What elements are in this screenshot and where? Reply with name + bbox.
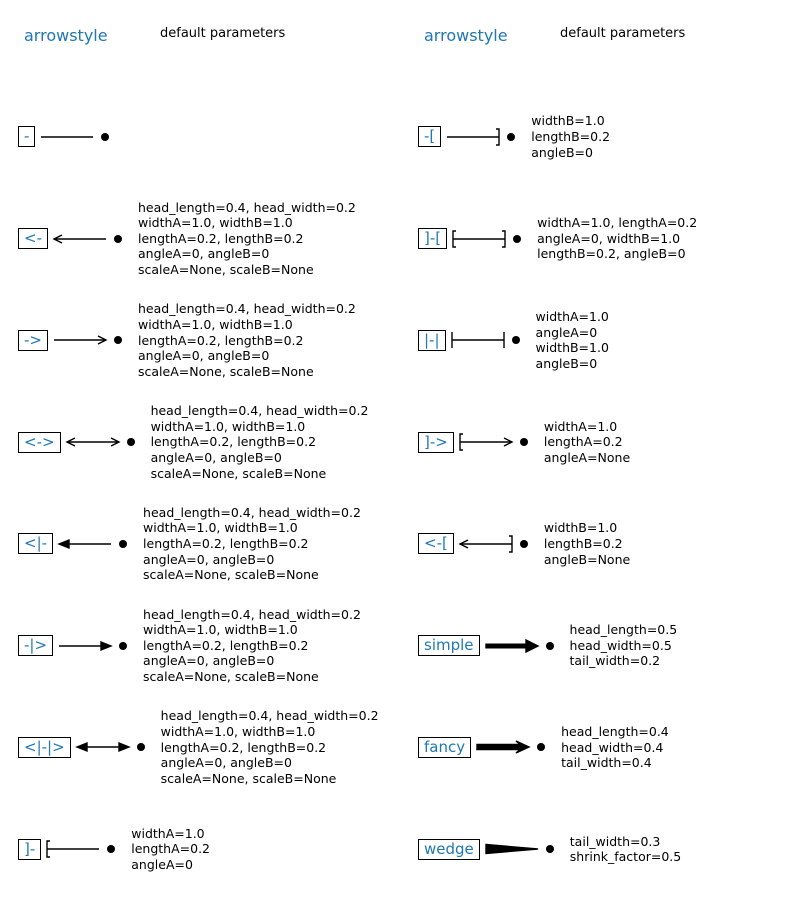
arrowstyle-params: head_length=0.4 head_width=0.4 tail_widt…	[551, 724, 669, 771]
target-dot-icon	[546, 642, 554, 650]
target-dot-icon	[537, 743, 545, 751]
arrowstyle-row: <|-|> head_length=0.4, head_width=0.2 wid…	[0, 697, 400, 799]
target-dot-icon	[114, 336, 122, 344]
arrowstyle-params: head_length=0.4, head_width=0.2 widthA=1…	[141, 403, 369, 481]
arrowstyle-label: |-|	[418, 330, 446, 351]
header-arrowstyle: arrowstyle	[400, 26, 560, 45]
target-dot-icon	[520, 438, 528, 446]
arrow-sample-icon	[447, 224, 527, 254]
arrowstyle-row: <|- head_length=0.4, head_width=0.2 width…	[0, 493, 400, 595]
arrowstyle-row: <-> head_length=0.4, head_width=0.2 width…	[0, 391, 400, 493]
arrow-sample-icon	[480, 834, 560, 864]
arrowstyle-params: head_length=0.5 head_width=0.5 tail_widt…	[560, 622, 678, 669]
arrowstyle-label: -[	[418, 126, 441, 147]
arrowstyle-row: <-[ widthB=1.0 lengthB=0.2 angleB=None	[400, 493, 800, 595]
arrow-sample-icon	[446, 325, 526, 355]
arrowstyle-row: ]-[ widthA=1.0, lengthA=0.2 angleA=0, wid…	[400, 188, 800, 290]
arrowstyle-row: -[ widthB=1.0 lengthB=0.2 angleB=0	[400, 86, 800, 188]
arrowstyle-row: |-| widthA=1.0 angleA=0 widthB=1.0 angleB…	[400, 290, 800, 392]
column-right: arrowstyle default parameters -[ widthB=1…	[400, 0, 800, 900]
arrowstyle-label: fancy	[418, 737, 471, 758]
arrowstyle-label: wedge	[418, 839, 480, 860]
arrowstyle-row: fancy head_length=0.4 head_width=0.4 tail…	[400, 697, 800, 799]
target-dot-icon	[127, 438, 135, 446]
arrowstyle-params: widthA=1.0 angleA=0 widthB=1.0 angleB=0	[526, 309, 609, 372]
target-dot-icon	[137, 743, 145, 751]
arrow-sample-icon	[471, 732, 551, 762]
arrowstyle-label: ]-	[18, 839, 41, 860]
target-dot-icon	[107, 845, 115, 853]
arrowstyle-row: -> head_length=0.4, head_width=0.2 widthA…	[0, 290, 400, 392]
arrow-sample-icon	[41, 834, 121, 864]
arrowstyle-params: widthB=1.0 lengthB=0.2 angleB=0	[521, 113, 610, 160]
arrow-sample-icon	[35, 122, 115, 152]
arrowstyle-label: <->	[18, 432, 61, 453]
target-dot-icon	[513, 235, 521, 243]
arrowstyle-label: -|>	[18, 635, 53, 656]
arrowstyle-label: ]-[	[418, 228, 447, 249]
header-params: default parameters	[560, 26, 685, 41]
arrowstyle-label: ->	[18, 330, 48, 351]
column-header: arrowstyle default parameters	[400, 0, 800, 86]
arrowstyle-row: -	[0, 86, 400, 188]
arrowstyle-label: <-[	[418, 533, 454, 554]
target-dot-icon	[512, 336, 520, 344]
arrowstyle-row: ]- widthA=1.0 lengthA=0.2 angleA=0	[0, 798, 400, 900]
arrowstyle-label: simple	[418, 635, 480, 656]
target-dot-icon	[507, 133, 515, 141]
arrowstyle-params: head_length=0.4, head_width=0.2 widthA=1…	[128, 301, 356, 379]
header-params: default parameters	[160, 26, 285, 41]
arrow-sample-icon	[48, 224, 128, 254]
arrowstyle-label: <|-|>	[18, 737, 71, 758]
arrowstyle-params: head_length=0.4, head_width=0.2 widthA=1…	[151, 708, 379, 786]
arrowstyle-label: <-	[18, 228, 48, 249]
arrow-sample-icon	[53, 529, 133, 559]
arrow-sample-icon	[53, 631, 133, 661]
target-dot-icon	[546, 845, 554, 853]
target-dot-icon	[114, 235, 122, 243]
arrowstyle-params: widthA=1.0, lengthA=0.2 angleA=0, widthB…	[527, 215, 697, 262]
rows-right: -[ widthB=1.0 lengthB=0.2 angleB=0 ]-[ widt…	[400, 86, 800, 900]
arrowstyle-label: -	[18, 126, 35, 147]
arrowstyle-row: wedge tail_width=0.3 shrink_factor=0.5	[400, 798, 800, 900]
arrowstyle-params: head_length=0.4, head_width=0.2 widthA=1…	[128, 200, 356, 278]
arrowstyle-row: ]-> widthA=1.0 lengthA=0.2 angleA=None	[400, 391, 800, 493]
rows-left: - <- head_length=0.4, head_width=0.2 width…	[0, 86, 400, 900]
arrowstyle-row: simple head_length=0.5 head_width=0.5 tai…	[400, 595, 800, 697]
target-dot-icon	[101, 133, 109, 141]
arrowstyle-params: head_length=0.4, head_width=0.2 widthA=1…	[133, 607, 361, 685]
arrowstyle-label: ]->	[418, 432, 454, 453]
arrowstyle-params: tail_width=0.3 shrink_factor=0.5	[560, 834, 681, 865]
arrowstyle-params: head_length=0.4, head_width=0.2 widthA=1…	[133, 505, 361, 583]
arrowstyle-params: widthB=1.0 lengthB=0.2 angleB=None	[534, 520, 630, 567]
column-header: arrowstyle default parameters	[0, 0, 400, 86]
arrowstyle-row: -|> head_length=0.4, head_width=0.2 width…	[0, 595, 400, 697]
arrowstyle-params: widthA=1.0 lengthA=0.2 angleA=None	[534, 419, 630, 466]
arrow-sample-icon	[61, 427, 141, 457]
arrow-sample-icon	[71, 732, 151, 762]
arrow-sample-icon	[48, 325, 128, 355]
arrow-sample-icon	[480, 631, 560, 661]
arrow-sample-icon	[441, 122, 521, 152]
target-dot-icon	[119, 642, 127, 650]
target-dot-icon	[119, 540, 127, 548]
arrowstyle-row: <- head_length=0.4, head_width=0.2 widthA…	[0, 188, 400, 290]
arrowstyle-label: <|-	[18, 533, 53, 554]
arrowstyle-params: widthA=1.0 lengthA=0.2 angleA=0	[121, 826, 210, 873]
column-left: arrowstyle default parameters - <- head_le…	[0, 0, 400, 900]
arrow-sample-icon	[454, 529, 534, 559]
arrowstyle-reference-page: arrowstyle default parameters - <- head_le…	[0, 0, 800, 900]
target-dot-icon	[520, 540, 528, 548]
header-arrowstyle: arrowstyle	[0, 26, 160, 45]
arrow-sample-icon	[454, 427, 534, 457]
